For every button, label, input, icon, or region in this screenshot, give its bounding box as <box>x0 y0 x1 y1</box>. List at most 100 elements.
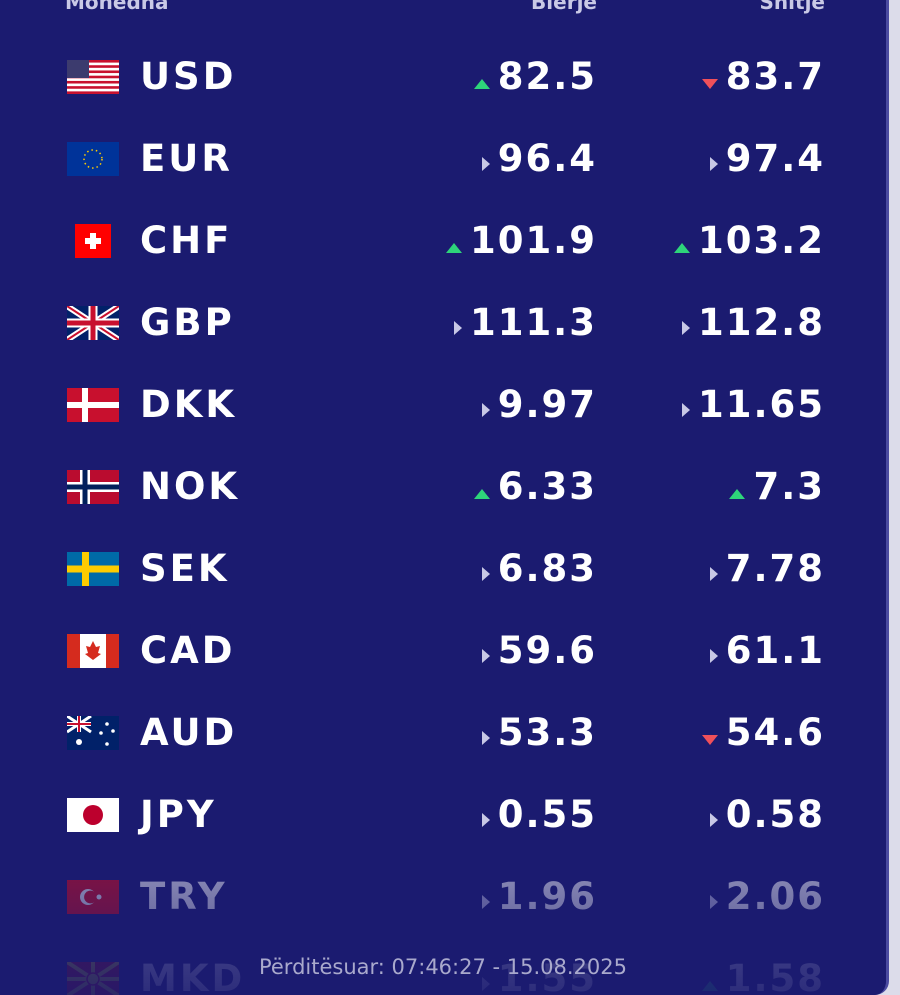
currency-row: CHF 101.9 103.2 <box>0 211 886 271</box>
trend-flat <box>709 813 718 827</box>
fade-overlay <box>0 850 886 995</box>
flag-icon <box>67 634 119 672</box>
trend-flat <box>709 567 718 581</box>
trend-indicator <box>473 47 490 107</box>
trend-indicator <box>453 293 462 353</box>
trend-up <box>445 243 462 253</box>
flag-icon <box>67 470 119 508</box>
currency-row: GBP 111.3 112.8 <box>0 293 886 353</box>
currency-code: DKK <box>140 383 238 426</box>
trend-up <box>473 79 490 89</box>
sell-value: 83.7 <box>725 55 825 98</box>
currency-code: JPY <box>140 793 217 836</box>
sell-rate: 83.7 <box>625 47 825 107</box>
currency-code: EUR <box>140 137 233 180</box>
trend-indicator <box>701 47 718 107</box>
sell-rate: 0.58 <box>625 785 825 845</box>
currency-code: SEK <box>140 547 230 590</box>
flag-icon <box>66 714 119 754</box>
sell-value: 54.6 <box>725 711 825 754</box>
trend-flat <box>681 321 690 335</box>
buy-rate: 82.5 <box>397 47 597 107</box>
flag-icon <box>67 224 119 262</box>
sell-value: 61.1 <box>725 629 825 672</box>
currency-code: USD <box>140 55 237 98</box>
buy-rate: 0.55 <box>397 785 597 845</box>
flag <box>67 634 119 668</box>
sell-rate: 112.8 <box>625 293 825 353</box>
buy-rate: 53.3 <box>397 703 597 763</box>
sell-value: 0.58 <box>725 793 825 836</box>
buy-rate: 101.9 <box>397 211 597 271</box>
flag <box>67 552 119 586</box>
buy-value: 111.3 <box>469 301 597 344</box>
trend-indicator <box>481 129 490 189</box>
buy-value: 53.3 <box>497 711 597 754</box>
currency-code: NOK <box>140 465 241 508</box>
trend-indicator <box>701 703 718 763</box>
sell-value: 112.8 <box>697 301 825 344</box>
sell-rate: 7.78 <box>625 539 825 599</box>
currency-code: GBP <box>140 301 235 344</box>
trend-flat <box>481 649 490 663</box>
currency-code: CHF <box>140 219 233 262</box>
trend-indicator <box>681 293 690 353</box>
sell-rate: 61.1 <box>625 621 825 681</box>
buy-value: 6.83 <box>497 547 597 590</box>
sell-rate: 11.65 <box>625 375 825 435</box>
trend-indicator <box>473 457 490 517</box>
buy-value: 6.33 <box>497 465 597 508</box>
sell-rate: 97.4 <box>625 129 825 189</box>
header-sell: Shitje <box>759 0 825 14</box>
trend-indicator <box>709 129 718 189</box>
buy-rate: 6.33 <box>397 457 597 517</box>
sell-value: 7.78 <box>725 547 825 590</box>
trend-flat <box>481 403 490 417</box>
currency-row: JPY 0.55 0.58 <box>0 785 886 845</box>
flag <box>75 224 111 258</box>
currency-code: CAD <box>140 629 236 672</box>
updated-time: Përditësuar: 07:46:27 - 15.08.2025 <box>258 955 628 979</box>
sell-rate: 103.2 <box>625 211 825 271</box>
trend-indicator <box>481 703 490 763</box>
flag-icon <box>67 798 119 836</box>
flag-icon <box>65 303 121 344</box>
trend-indicator <box>481 621 490 681</box>
flag-icon <box>67 552 119 590</box>
trend-flat <box>481 567 490 581</box>
trend-indicator <box>481 375 490 435</box>
trend-up <box>729 489 746 499</box>
flag <box>67 798 119 832</box>
flag-icon <box>67 60 119 98</box>
sell-rate: 7.3 <box>625 457 825 517</box>
buy-rate: 111.3 <box>397 293 597 353</box>
buy-value: 59.6 <box>497 629 597 672</box>
currency-row: NOK 6.33 7.3 <box>0 457 886 517</box>
trend-flat <box>681 403 690 417</box>
trend-indicator <box>445 211 462 271</box>
trend-indicator <box>681 375 690 435</box>
sell-value: 103.2 <box>697 219 825 262</box>
trend-flat <box>481 157 490 171</box>
buy-rate: 6.83 <box>397 539 597 599</box>
header-buy: Blerje <box>531 0 597 14</box>
trend-up <box>673 243 690 253</box>
buy-value: 82.5 <box>497 55 597 98</box>
trend-indicator <box>709 539 718 599</box>
trend-flat <box>709 157 718 171</box>
trend-down <box>701 735 718 745</box>
flag <box>67 142 119 176</box>
trend-indicator <box>673 211 690 271</box>
currency-row: SEK 6.83 7.78 <box>0 539 886 599</box>
trend-indicator <box>481 785 490 845</box>
flag <box>67 60 119 94</box>
flag <box>67 470 119 504</box>
trend-indicator <box>729 457 746 517</box>
flag-icon <box>67 388 119 426</box>
currency-row: USD 82.5 83.7 <box>0 47 886 107</box>
header-currency: Monedha <box>65 0 169 14</box>
trend-down <box>701 79 718 89</box>
buy-rate: 9.97 <box>397 375 597 435</box>
buy-value: 101.9 <box>469 219 597 262</box>
